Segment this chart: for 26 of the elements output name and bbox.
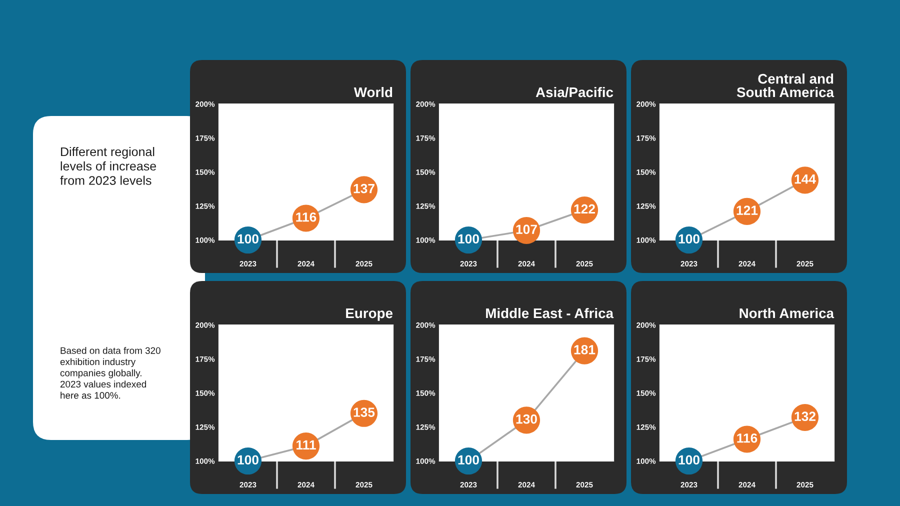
chart-title: North America bbox=[740, 308, 834, 318]
chart-title: World bbox=[354, 86, 392, 98]
data-label: 107 bbox=[516, 224, 537, 234]
data-label: 100 bbox=[678, 455, 700, 465]
data-label: 100 bbox=[458, 455, 479, 465]
data-label: 137 bbox=[354, 184, 374, 194]
data-label: 130 bbox=[516, 414, 537, 424]
data-label: 135 bbox=[354, 408, 375, 417]
data-label: 116 bbox=[737, 433, 758, 443]
data-label: 100 bbox=[238, 455, 258, 465]
chart-title: Europe bbox=[346, 308, 393, 321]
text: Different regional levels of increase from 2023 levels bbox=[60, 147, 156, 185]
data-label: 132 bbox=[794, 412, 816, 422]
data-label: 121 bbox=[736, 206, 758, 215]
chart-title: Asia/Pacific bbox=[536, 86, 614, 98]
data-label: 100 bbox=[458, 234, 479, 244]
data-label: 122 bbox=[574, 204, 595, 214]
data-label: 181 bbox=[574, 345, 596, 354]
chart-title: Central and South America bbox=[736, 74, 834, 98]
data-label: 116 bbox=[296, 212, 316, 222]
data-label: 100 bbox=[678, 234, 700, 244]
data-label: 144 bbox=[794, 174, 816, 184]
text: Based on data from 320 exhibition industry companies globally. 2023 values indexed here as 100%. bbox=[60, 347, 160, 399]
data-label: 111 bbox=[296, 440, 316, 450]
chart-title: Middle East - Africa bbox=[486, 308, 614, 318]
data-label: 100 bbox=[238, 234, 258, 244]
